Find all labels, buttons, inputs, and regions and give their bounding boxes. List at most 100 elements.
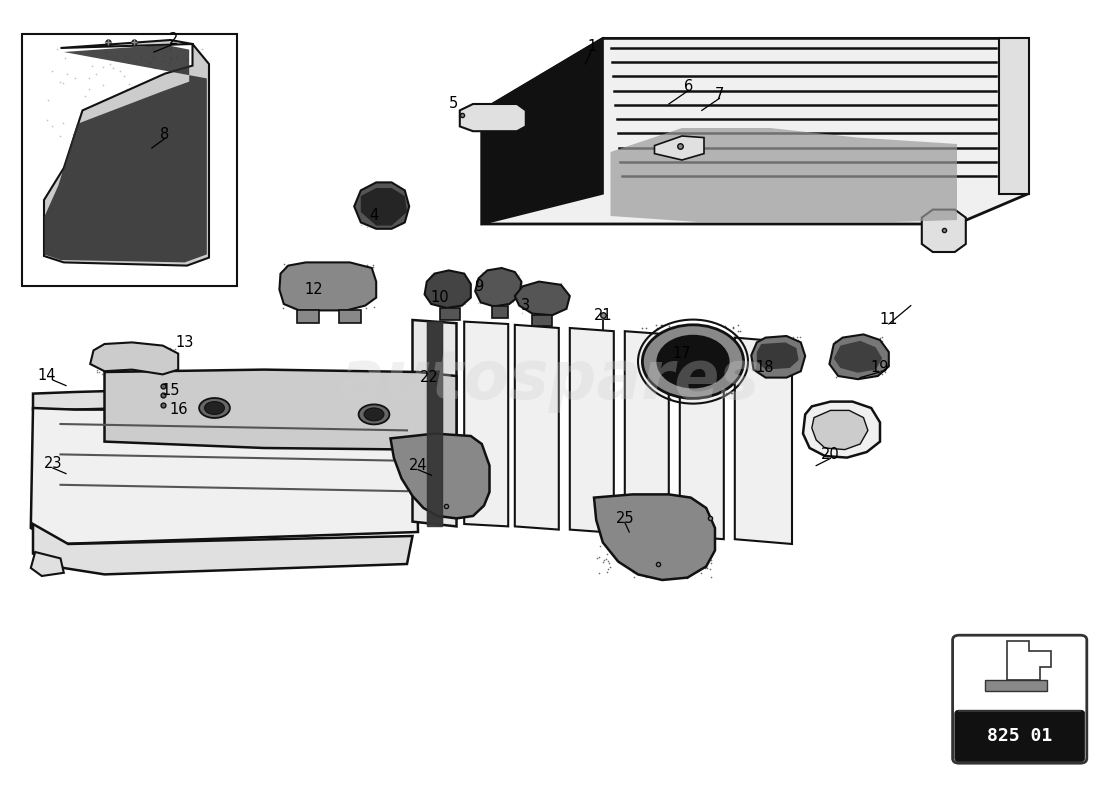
Point [176, 414, 194, 426]
Point [100, 366, 118, 379]
Point [156, 186, 174, 198]
Point [249, 437, 266, 450]
Point [50, 227, 67, 240]
Point [44, 149, 62, 162]
Point [251, 434, 268, 446]
Point [100, 348, 118, 361]
Point [363, 377, 381, 390]
Point [838, 424, 856, 437]
Point [130, 441, 147, 454]
Point [144, 50, 162, 63]
Point [305, 270, 322, 283]
Point [166, 348, 184, 361]
Point [733, 210, 750, 222]
Point [67, 217, 85, 230]
Point [824, 349, 842, 362]
Point [58, 184, 76, 197]
Point [683, 387, 701, 400]
Point [334, 265, 352, 278]
Point [172, 216, 189, 229]
Point [78, 235, 96, 248]
Point [922, 207, 939, 220]
Point [387, 462, 405, 475]
Point [514, 284, 531, 297]
Point [75, 125, 92, 138]
Point [843, 133, 860, 146]
Point [621, 134, 639, 146]
Point [738, 154, 756, 167]
Point [64, 128, 81, 141]
Text: 22: 22 [419, 370, 439, 385]
Point [250, 418, 267, 431]
Point [353, 206, 371, 219]
Point [315, 280, 332, 293]
Point [409, 398, 427, 411]
Point [527, 286, 544, 299]
Point [851, 406, 869, 418]
Point [97, 347, 114, 360]
Point [292, 281, 309, 294]
Point [320, 428, 338, 441]
Point [425, 440, 442, 453]
Point [177, 434, 195, 447]
Point [132, 78, 150, 90]
Polygon shape [31, 408, 418, 544]
Point [668, 536, 685, 549]
Point [514, 277, 531, 290]
Point [638, 370, 656, 383]
Point [846, 366, 864, 379]
Point [152, 353, 169, 366]
Point [60, 75, 78, 88]
Point [135, 399, 153, 412]
Point [504, 288, 521, 301]
Point [188, 177, 206, 190]
Point [89, 106, 107, 119]
Point [150, 427, 167, 440]
Point [647, 516, 664, 529]
Point [328, 397, 345, 410]
Point [128, 117, 145, 130]
Point [151, 90, 168, 103]
Point [631, 509, 649, 522]
Point [688, 558, 705, 571]
Point [678, 378, 695, 391]
Point [251, 441, 268, 454]
Point [87, 225, 104, 238]
Point [416, 453, 433, 466]
Point [810, 410, 827, 423]
Point [43, 119, 60, 132]
Point [92, 92, 110, 105]
Point [79, 154, 97, 167]
Point [697, 336, 715, 349]
Point [675, 129, 693, 142]
Point [342, 405, 360, 418]
Point [817, 156, 835, 169]
Point [695, 384, 713, 397]
Point [98, 237, 116, 250]
Point [684, 357, 702, 370]
Point [359, 278, 376, 291]
Point [161, 353, 178, 366]
Point [702, 516, 719, 529]
Point [494, 279, 512, 292]
Polygon shape [44, 45, 207, 262]
Point [252, 372, 270, 385]
Point [139, 161, 156, 174]
Point [631, 527, 649, 540]
Point [729, 130, 747, 142]
Point [588, 552, 606, 565]
Point [839, 427, 857, 440]
Point [946, 146, 964, 159]
Point [315, 293, 332, 306]
Point [364, 186, 382, 198]
Point [895, 150, 913, 162]
Point [734, 363, 751, 376]
Point [80, 82, 98, 95]
Point [636, 519, 653, 532]
Point [428, 449, 446, 462]
Point [227, 395, 244, 408]
Point [547, 286, 564, 299]
Point [549, 302, 566, 314]
Point [851, 126, 869, 138]
Point [436, 404, 453, 417]
